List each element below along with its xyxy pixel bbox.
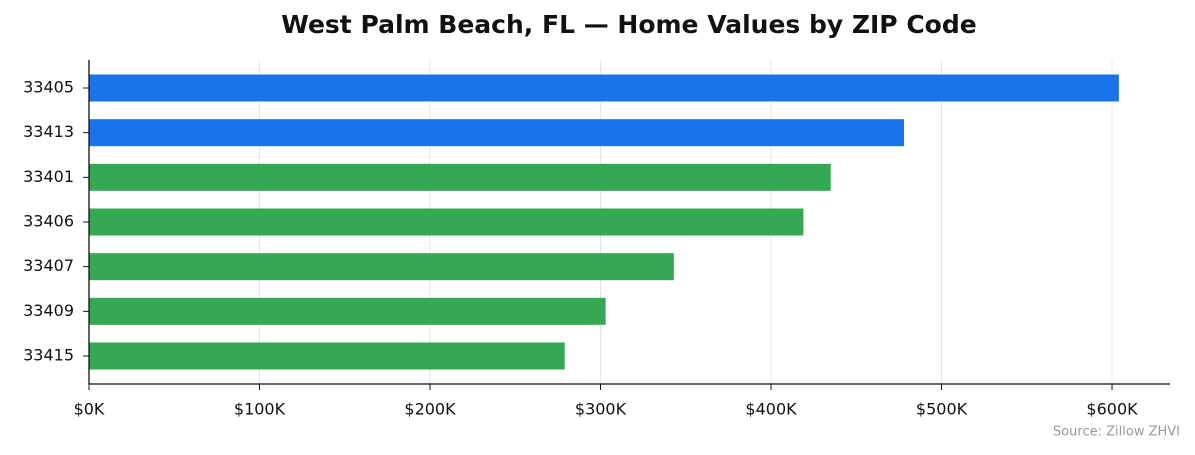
y-tick-label: 33405 [23,78,74,97]
bar [89,74,1119,102]
x-tick-label: $100K [234,400,286,419]
y-tick-label: 33413 [23,122,74,141]
source-note: Source: Zillow ZHVI [1053,425,1180,440]
bar [89,342,565,370]
x-tick-label: $600K [1086,400,1138,419]
y-tick-label: 33407 [23,256,74,275]
bar [89,163,831,191]
y-tick-label: 33406 [23,212,74,231]
bar [89,297,606,325]
bar [89,119,905,147]
x-tick-label: $0K [74,400,105,419]
chart-title: West Palm Beach, FL — Home Values by ZIP… [281,10,976,39]
x-tick-label: $400K [745,400,797,419]
bar [89,253,674,281]
y-tick-label: 33401 [23,167,74,186]
y-tick-label: 33409 [23,301,74,320]
y-tick-label: 33415 [23,346,74,365]
x-tick-label: $300K [575,400,627,419]
x-tick-label: $200K [404,400,456,419]
bar [89,208,804,236]
x-tick-label: $500K [916,400,968,419]
